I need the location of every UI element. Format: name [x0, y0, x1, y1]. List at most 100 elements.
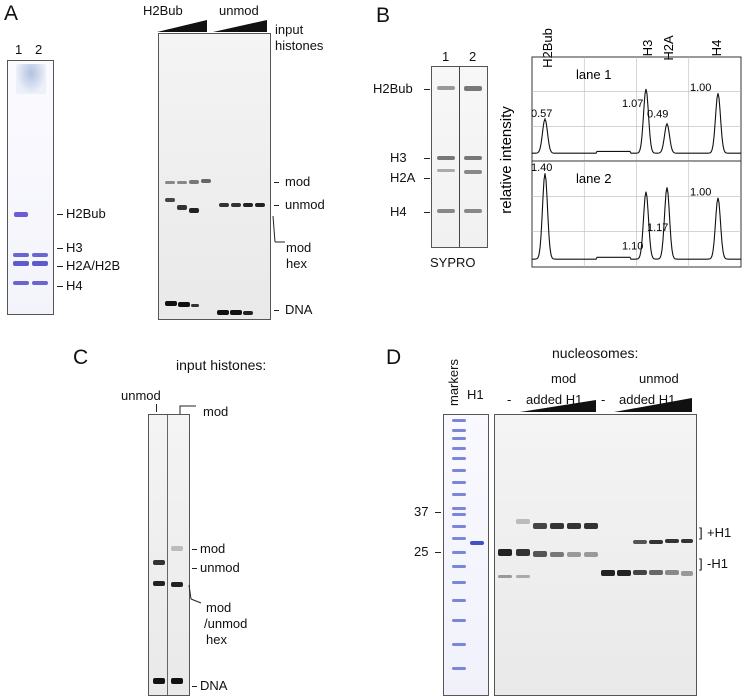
coomassie-gel-a: [7, 60, 54, 315]
input-label: input: [275, 22, 304, 37]
marker-band: [452, 469, 466, 472]
d-dash-unmod: -: [601, 392, 606, 407]
b-h3-label: H3: [390, 150, 407, 165]
free-nucleosome-band: [633, 570, 647, 575]
mod-hex-label-line2: hex: [286, 256, 307, 271]
h1-bound-band: [649, 540, 663, 544]
marker-band: [452, 481, 466, 484]
mod-hex-bracket: [272, 215, 285, 243]
h1-bound-band: [665, 539, 679, 543]
peak-value-label: 1.00: [690, 187, 711, 199]
free-nucleosome-band: [567, 552, 581, 557]
c-hex-bracket: [188, 584, 202, 604]
h2bub-band: [464, 86, 482, 91]
h3-band: [437, 156, 455, 160]
c-hex-line2: /unmod: [204, 616, 248, 631]
mod-band: [177, 181, 187, 184]
c-lane-mod: mod: [203, 404, 229, 419]
c-dna-band: [153, 678, 165, 684]
ylabel: relative intensity: [498, 106, 515, 214]
free-nucleosome-band: [649, 570, 663, 575]
h4-band: [437, 209, 455, 213]
h2a-band: [464, 170, 482, 174]
mod-hex-band: [165, 198, 175, 202]
c-mod-lane-marker: [179, 405, 196, 414]
free-nucleosome-band: [601, 570, 615, 576]
marker-band: [452, 447, 466, 450]
peak-value-label: 0.49: [647, 109, 668, 121]
c-mod-nuc-band: [171, 546, 183, 551]
marker-band: [452, 507, 466, 510]
sypro-gel: [431, 66, 488, 248]
c-title: input histones:: [176, 357, 267, 373]
unmod-label-a: unmod: [285, 197, 325, 212]
h1-bound-band: [584, 523, 598, 529]
dna-band: [217, 310, 229, 315]
h2a-band: [32, 261, 48, 266]
peak-header-h4: H4: [709, 40, 724, 57]
marker-band: [452, 513, 466, 516]
peak-header-h2a: H2A: [661, 35, 676, 61]
mod-label-a: mod: [285, 174, 311, 189]
plus-h1-bracket: ]: [699, 525, 703, 540]
c-unmod-label: unmod: [200, 560, 240, 575]
mw-25-label: 25: [414, 544, 429, 559]
b-h4-label: H4: [390, 204, 407, 219]
minor-band: [498, 575, 512, 578]
free-nucleosome-band: [498, 549, 512, 556]
marker-band: [452, 537, 466, 540]
h1-protein-band: [470, 541, 484, 545]
panel-b-label: B: [376, 4, 391, 27]
free-nucleosome-band: [681, 571, 693, 576]
marker-band: [452, 493, 466, 496]
dna-band: [178, 302, 190, 307]
marker-band: [452, 551, 466, 554]
gel-well-smear: [16, 64, 46, 94]
peak-value-label: 1.00: [690, 82, 711, 94]
marker-band: [452, 429, 466, 432]
h4-band: [13, 281, 29, 285]
c-lane-unmod: unmod: [121, 388, 161, 403]
dna-band: [243, 311, 253, 315]
marker-ladder: [452, 415, 466, 695]
lane-2-label: 2: [35, 42, 43, 57]
dna-band: [165, 301, 177, 306]
b-lane-1-label: 1: [442, 49, 450, 64]
d-lanes: [495, 415, 696, 695]
free-nucleosome-band: [533, 551, 547, 557]
h1-bound-band: [681, 539, 693, 543]
marker-band: [452, 419, 466, 422]
h1-bound-band: [533, 523, 547, 529]
h1-bound-band: [516, 519, 530, 524]
minus-h1-bracket: ]: [699, 556, 703, 571]
input-gradient-wedges: [157, 20, 267, 32]
free-nucleosome-band: [550, 552, 564, 557]
d-group-unmod: unmod: [639, 371, 679, 386]
plus-h1-label: +H1: [707, 525, 732, 540]
c-hex-band: [153, 581, 165, 586]
peak-value-label: 1.17: [647, 222, 668, 234]
peak-value-label: 1.10: [622, 241, 643, 253]
free-nucleosome-band: [516, 549, 530, 556]
h3-label: H3: [66, 240, 83, 255]
marker-band: [452, 643, 466, 646]
marker-band: [452, 599, 466, 602]
h1-bound-band: [633, 540, 647, 544]
d-title: nucleosomes:: [552, 345, 639, 361]
coomassie-gel-d: [443, 414, 489, 696]
free-nucleosome-band: [665, 570, 679, 575]
unmod-band: [243, 203, 253, 207]
unmod-band: [219, 203, 229, 207]
b-lane-2-label: 2: [469, 49, 477, 64]
h2bub-band: [14, 212, 28, 217]
panel-a-label: A: [4, 2, 19, 25]
b-h2a-label: H2A: [390, 170, 416, 185]
intensity-trace: [532, 88, 741, 154]
h1-lane-label: H1: [467, 387, 484, 402]
h2a-band: [13, 261, 29, 266]
h4-label: H4: [66, 278, 83, 293]
h2bub-label: H2Bub: [66, 206, 106, 221]
unmod-band: [231, 203, 241, 207]
densitometry-charts: relative intensity H2Bub H3 H2A H4 0.57 1…: [498, 28, 742, 268]
c-unmod-nuc-band: [153, 560, 165, 565]
